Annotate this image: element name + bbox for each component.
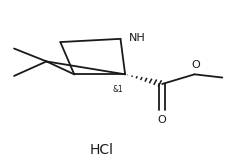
Text: HCl: HCl bbox=[90, 143, 114, 157]
Text: O: O bbox=[158, 115, 167, 125]
Text: &1: &1 bbox=[112, 85, 123, 94]
Text: NH: NH bbox=[129, 33, 145, 43]
Text: O: O bbox=[191, 60, 200, 70]
